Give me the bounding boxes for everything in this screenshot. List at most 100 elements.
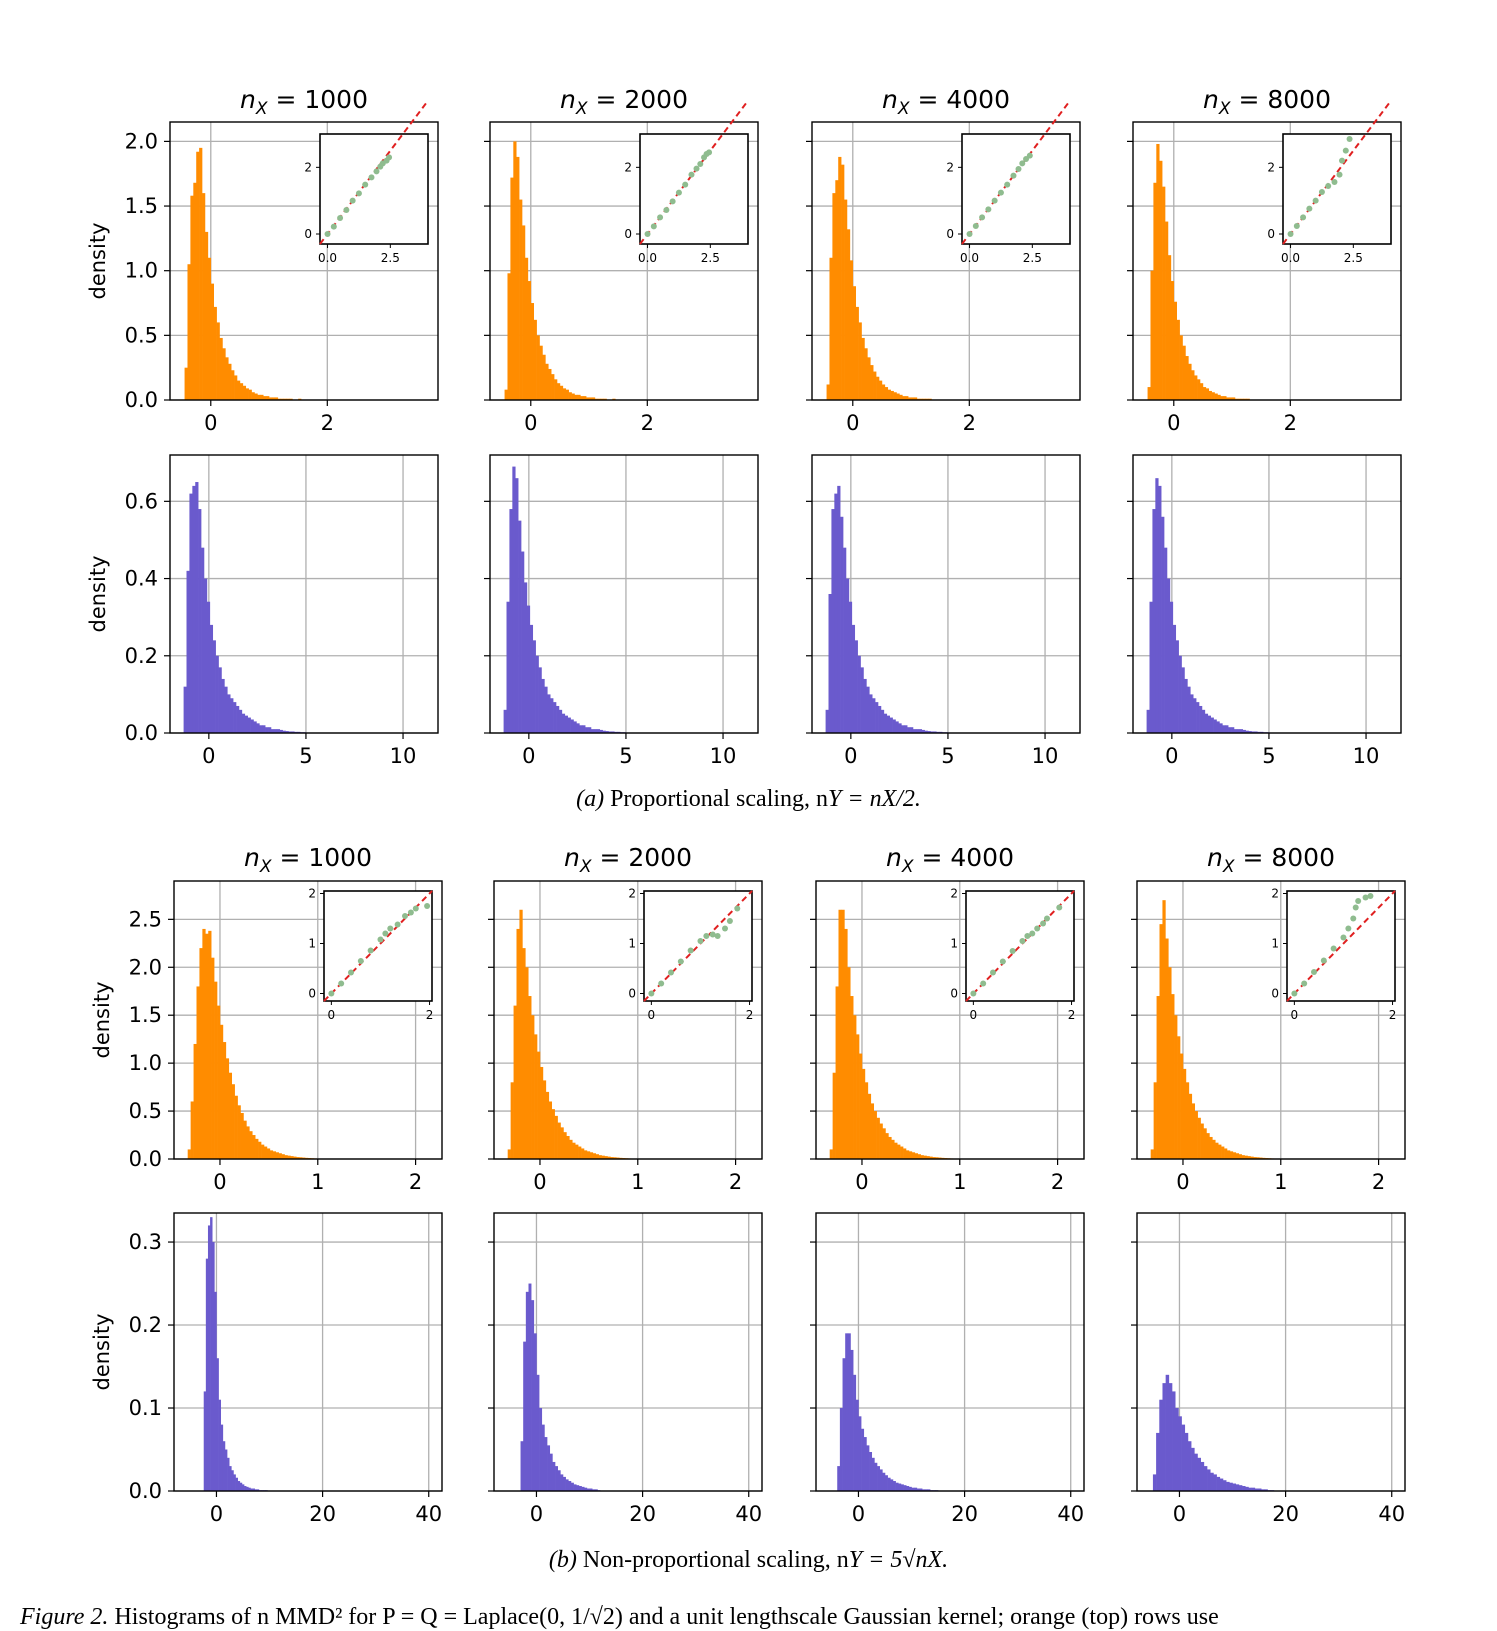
histogram-bar — [255, 1139, 258, 1159]
histogram-bar — [906, 1150, 909, 1159]
histogram-bar — [254, 721, 257, 733]
histogram-bar — [1153, 1474, 1156, 1491]
qq-point — [328, 991, 334, 997]
histogram-bar — [199, 948, 202, 1159]
qq-point — [668, 970, 674, 976]
histogram-bar — [225, 357, 228, 400]
histogram-bar — [855, 640, 858, 733]
inset-y-tick-label: 0 — [950, 987, 958, 1001]
x-tick-label: 40 — [735, 1502, 762, 1526]
qq-point — [697, 161, 703, 167]
x-tick-label: 0 — [855, 1170, 868, 1194]
histogram-bar — [1229, 1483, 1232, 1491]
histogram-bar — [1188, 364, 1191, 400]
qq-point — [1044, 916, 1050, 922]
histogram-bar — [1223, 1480, 1226, 1491]
histogram-bar — [282, 1154, 285, 1159]
histogram-bar — [188, 1149, 191, 1159]
histogram-bar — [864, 348, 867, 400]
histogram-bar — [257, 395, 260, 400]
histogram-bar — [1236, 1153, 1239, 1159]
histogram-bar — [273, 1151, 276, 1159]
qq-point — [990, 970, 996, 976]
histogram-bar — [198, 509, 201, 733]
histogram-bar — [1173, 625, 1176, 733]
histogram-bar — [219, 667, 222, 733]
histogram-bar — [534, 1034, 537, 1159]
qq-point — [1034, 926, 1040, 932]
qq-point — [663, 207, 669, 213]
qq-point — [1345, 926, 1351, 932]
inset-x-tick-label: 2.5 — [701, 251, 720, 265]
histogram-bar — [552, 1462, 555, 1491]
histogram-bar — [1159, 1400, 1162, 1491]
qq-point — [651, 223, 657, 229]
histogram-bar — [261, 1145, 264, 1159]
histogram-bar — [584, 1150, 587, 1159]
inset-x-tick-label: 2.5 — [1344, 251, 1363, 265]
qq-point — [703, 933, 709, 939]
histogram-bar — [214, 307, 217, 400]
histogram-bar — [525, 967, 528, 1159]
histogram-bar — [254, 394, 257, 400]
histogram-bar — [1217, 721, 1220, 733]
histogram-bar — [191, 1101, 194, 1159]
histogram-bar — [590, 1152, 593, 1159]
histogram-bar — [511, 1082, 514, 1159]
inset-y-tick-label: 1 — [308, 937, 316, 951]
histogram-bar — [1202, 710, 1205, 733]
histogram-bar — [268, 727, 271, 733]
histogram-bar — [1153, 183, 1156, 400]
histogram-bar — [508, 1149, 511, 1159]
histogram-bar — [539, 1408, 542, 1491]
histogram-bar — [516, 929, 519, 1159]
histogram-bar — [1228, 727, 1231, 733]
qq-point — [980, 981, 986, 987]
histogram-bar — [569, 392, 572, 400]
qq-point — [992, 198, 998, 204]
histogram-bar — [223, 1042, 226, 1159]
histogram-bar — [547, 1445, 550, 1491]
y-axis-label: density — [86, 223, 110, 300]
histogram-bar — [1211, 718, 1214, 733]
histogram-bar — [1177, 320, 1180, 400]
inset-y-tick-label: 0 — [304, 227, 312, 241]
qq-point — [387, 926, 393, 932]
histogram-bar — [550, 1454, 553, 1491]
histogram-bar — [1236, 1484, 1239, 1491]
histogram-bar — [204, 1391, 206, 1491]
histogram-bar — [1171, 281, 1174, 400]
histogram-bar — [187, 571, 190, 733]
qq-point — [657, 214, 663, 220]
histogram-bar — [1174, 1015, 1177, 1159]
histogram-bar — [893, 719, 896, 733]
histogram-bar — [849, 602, 852, 733]
x-tick-label: 0 — [846, 411, 859, 435]
histogram-bar — [552, 1109, 555, 1159]
histogram-bar — [1212, 1140, 1215, 1159]
qq-point — [343, 207, 349, 213]
histogram-bar — [1206, 1133, 1209, 1159]
histogram-bar — [507, 602, 510, 733]
histogram-bar — [841, 910, 844, 1159]
histogram-bar — [853, 1375, 856, 1491]
qq-point — [658, 981, 664, 987]
qq-point — [1321, 958, 1327, 964]
histogram-bar — [207, 602, 210, 733]
histogram-bar — [1180, 335, 1183, 400]
histogram-bar — [872, 1458, 875, 1491]
histogram-bar — [894, 1143, 897, 1159]
qq-point — [1313, 198, 1319, 204]
histogram-bar — [904, 725, 907, 733]
qq-point — [368, 948, 374, 954]
y-tick-label: 0.2 — [125, 644, 158, 668]
qq-point — [338, 981, 344, 987]
histogram-bar — [519, 910, 522, 1159]
inset-x-tick-label: 2.5 — [381, 251, 400, 265]
subplot-title: nX = 1000 — [240, 85, 368, 119]
histogram-bar — [1209, 391, 1212, 400]
histogram-bar — [884, 714, 887, 733]
